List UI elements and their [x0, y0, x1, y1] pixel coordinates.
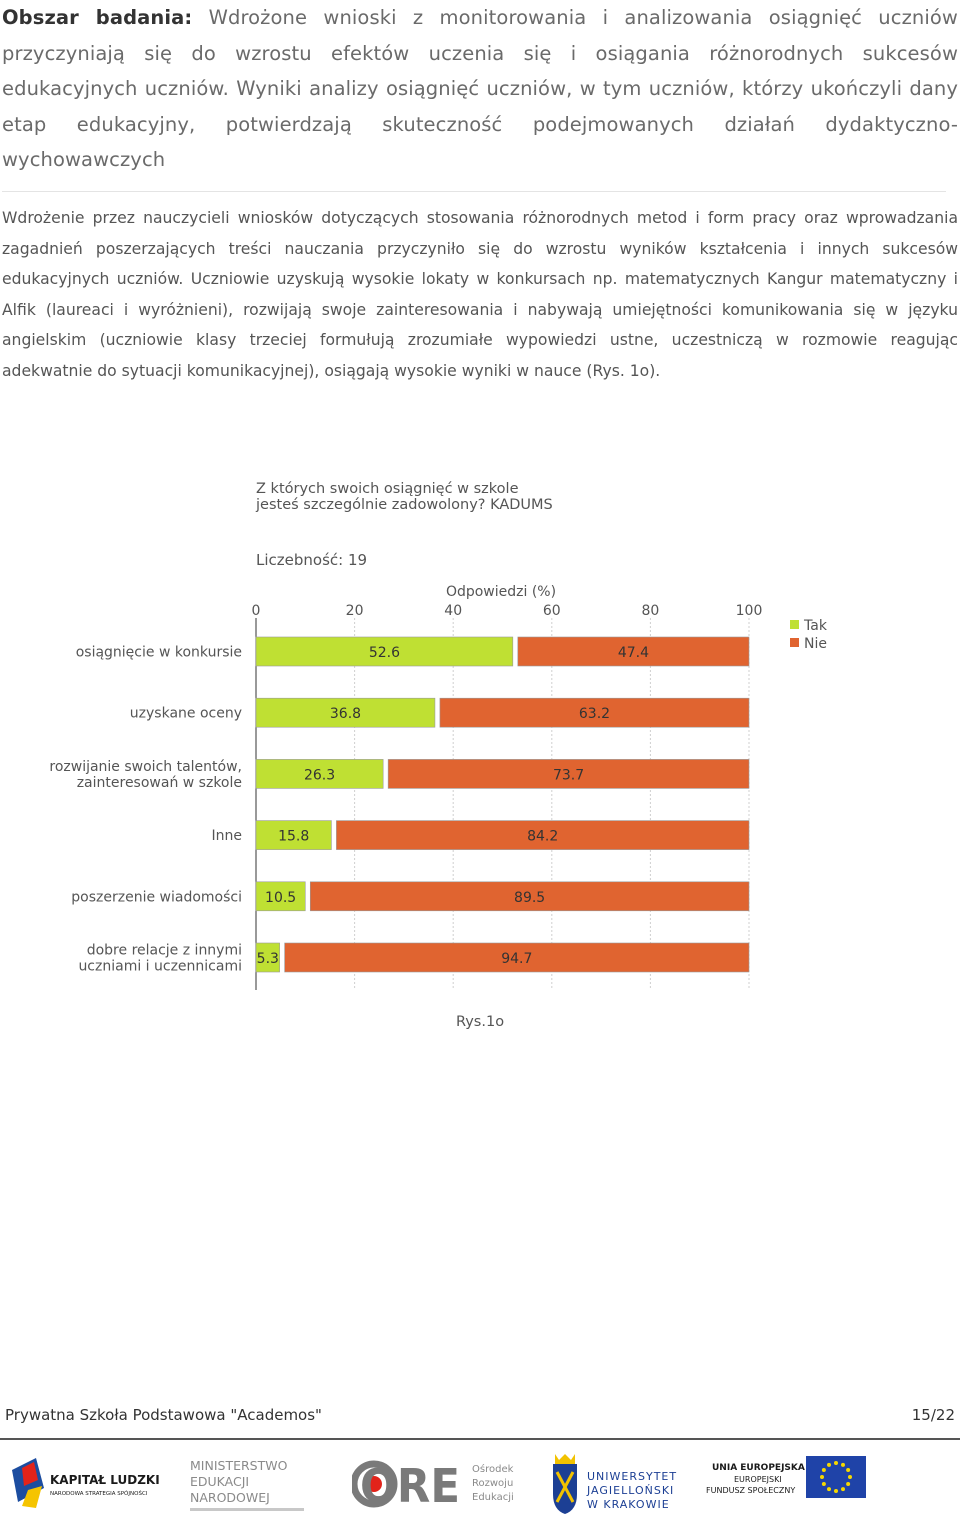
- bar-value-label: 89.5: [514, 890, 545, 906]
- bar-value-label: 52.6: [369, 645, 400, 661]
- chart-title-line-1: Z których swoich osiągnięć w szkole: [256, 481, 519, 497]
- kapital-ludzki-title: KAPITAŁ LUDZKI: [50, 1473, 160, 1487]
- x-tick-label: 60: [543, 603, 561, 619]
- x-tick-label: 0: [252, 603, 261, 619]
- eu-star-icon: [848, 1475, 852, 1479]
- divider: [2, 191, 946, 192]
- x-tick-label: 20: [346, 603, 364, 619]
- bar-nie: [517, 636, 750, 667]
- ministry-logo: MINISTERSTWO EDUKACJI NARODOWEJ: [190, 1458, 304, 1511]
- bar-value-label: 5.3: [257, 951, 279, 967]
- eu-logo: UNIA EUROPEJSKA EUROPEJSKI FUNDUSZ SPOŁE…: [706, 1456, 866, 1498]
- bar-value-label: 15.8: [278, 829, 309, 845]
- legend-label-tak: Tak: [803, 618, 828, 634]
- research-area-label: Obszar badania:: [2, 6, 193, 29]
- research-area: Obszar badania: Wdrożone wnioski z monit…: [2, 0, 958, 178]
- x-tick-label: 80: [641, 603, 659, 619]
- ore-mark: ORE: [360, 1459, 460, 1513]
- uj-line2: JAGIELLOŃSKI: [586, 1484, 674, 1497]
- bar-nie: [387, 759, 750, 789]
- x-axis-label: Odpowiedzi (%): [446, 584, 556, 600]
- bar-tak: [255, 759, 384, 789]
- x-tick-label: 100: [736, 603, 763, 619]
- bar-nie: [439, 697, 750, 728]
- page-footer: Prywatna Szkoła Podstawowa "Academos" 15…: [5, 1406, 955, 1430]
- bar-value-label: 36.8: [330, 706, 361, 722]
- uj-logo: UNIWERSYTET JAGIELLOŃSKI W KRAKOWIE: [553, 1454, 677, 1514]
- bar-tak: [255, 697, 436, 728]
- ministry-line2: EDUKACJI: [190, 1474, 249, 1489]
- bar-value-label: 10.5: [265, 890, 296, 906]
- legend-swatch-nie: [790, 638, 799, 647]
- category-label: dobre relacje z innymi: [87, 943, 242, 959]
- eu-star-icon: [846, 1482, 851, 1486]
- eu-star-icon: [820, 1475, 824, 1479]
- eu-star-icon: [821, 1482, 826, 1486]
- stacked-bar-chart: Z których swoich osiągnięć w szkole jeste…: [49, 481, 828, 990]
- eu-star-icon: [841, 1487, 845, 1492]
- bar-tak: [255, 942, 280, 973]
- chart-title-line-2: jesteś szczególnie zadowolony? KADUMS: [255, 497, 553, 513]
- ore-line2: Rozwoju: [472, 1478, 513, 1489]
- research-area-text: Wdrożone wnioski z monitorowania i anali…: [2, 6, 958, 171]
- ministry-line3: NARODOWEJ: [190, 1490, 270, 1505]
- bar-nie: [336, 820, 750, 850]
- school-name: Prywatna Szkoła Podstawowa "Academos": [5, 1406, 322, 1424]
- bar-nie: [284, 942, 750, 973]
- bar-value-label: 94.7: [501, 951, 532, 967]
- category-label: poszerzenie wiadomości: [71, 889, 242, 905]
- eu-star-icon: [834, 1489, 838, 1493]
- sample-size-label: Liczebność: 19: [256, 551, 367, 569]
- eu-star-icon: [846, 1468, 851, 1472]
- bar-tak: [255, 881, 306, 912]
- eu-star-icon: [827, 1462, 831, 1467]
- bar-value-label: 84.2: [527, 829, 558, 845]
- bar-tak: [255, 636, 514, 667]
- footer-rule: [0, 1438, 960, 1440]
- bar-value-label: 26.3: [304, 767, 335, 783]
- category-label: Inne: [212, 828, 243, 844]
- ore-line3: Edukacji: [472, 1492, 514, 1503]
- eu-star-icon: [827, 1487, 831, 1492]
- legend-swatch-tak: [790, 620, 799, 629]
- figure-caption: Rys.1o: [455, 1014, 505, 1030]
- eu-line2: EUROPEJSKI: [734, 1475, 782, 1484]
- kapital-ludzki-logo: KAPITAŁ LUDZKI NARODOWA STRATEGIA SPÓJNO…: [12, 1458, 160, 1508]
- category-label: osiągnięcie w konkursie: [76, 645, 242, 661]
- eu-star-icon: [821, 1468, 826, 1472]
- eu-line3: FUNDUSZ SPOŁECZNY: [706, 1486, 795, 1495]
- eu-star-icon: [841, 1462, 845, 1467]
- category-label: rozwijanie swoich talentów,: [49, 759, 242, 775]
- bar-value-label: 73.7: [553, 767, 584, 783]
- uj-line1: UNIWERSYTET: [587, 1470, 677, 1483]
- eu-star-icon: [834, 1461, 838, 1465]
- ore-logo: ORE Ośrodek Rozwoju Edukacji: [352, 1459, 514, 1513]
- bar-value-label: 47.4: [618, 645, 649, 661]
- category-label: zainteresowań w szkole: [77, 775, 242, 791]
- chart-title: Z których swoich osiągnięć w szkole jeste…: [255, 481, 553, 513]
- category-label: uzyskane oceny: [130, 706, 242, 722]
- x-tick-label: 40: [444, 603, 462, 619]
- findings-paragraph: Wdrożenie przez nauczycieli wniosków dot…: [2, 209, 958, 380]
- bar-value-label: 63.2: [579, 706, 610, 722]
- category-label: uczniami i uczennicami: [78, 959, 242, 975]
- uj-line3: W KRAKOWIE: [587, 1498, 670, 1511]
- bar-tak: [255, 820, 332, 850]
- kapital-ludzki-subtitle: NARODOWA STRATEGIA SPÓJNOŚCI: [50, 1490, 148, 1497]
- ministry-line1: MINISTERSTWO: [190, 1458, 288, 1473]
- ore-line1: Ośrodek: [472, 1463, 514, 1475]
- bar-nie: [309, 881, 750, 912]
- page-number: 15/22: [911, 1406, 955, 1424]
- legend-label-nie: Nie: [804, 636, 827, 652]
- eu-line1: UNIA EUROPEJSKA: [712, 1463, 805, 1473]
